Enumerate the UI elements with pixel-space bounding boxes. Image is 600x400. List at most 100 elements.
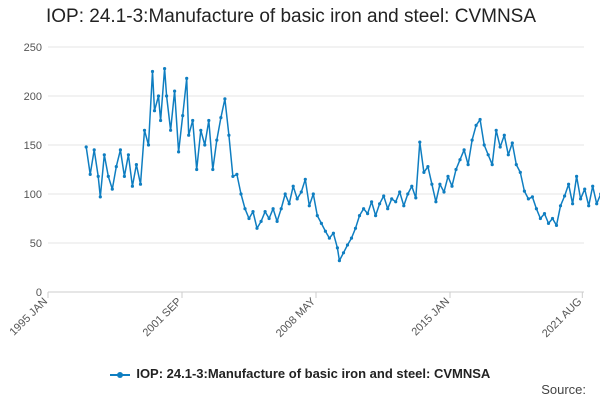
- data-point[interactable]: [251, 210, 255, 214]
- data-point[interactable]: [207, 118, 211, 123]
- data-point[interactable]: [498, 145, 502, 149]
- data-point[interactable]: [422, 170, 426, 174]
- data-point[interactable]: [235, 172, 239, 176]
- data-point[interactable]: [575, 174, 579, 178]
- data-point[interactable]: [530, 195, 535, 199]
- data-point[interactable]: [165, 94, 169, 98]
- data-point[interactable]: [370, 200, 374, 204]
- data-point[interactable]: [522, 189, 527, 193]
- data-point[interactable]: [177, 150, 181, 154]
- data-point[interactable]: [430, 182, 434, 186]
- data-point[interactable]: [542, 212, 547, 216]
- data-point[interactable]: [106, 174, 110, 178]
- legend[interactable]: IOP: 24.1-3:Manufacture of basic iron an…: [0, 366, 600, 381]
- data-point[interactable]: [331, 231, 335, 235]
- data-point[interactable]: [591, 184, 595, 188]
- data-point[interactable]: [357, 214, 362, 218]
- data-point[interactable]: [271, 207, 275, 211]
- data-point[interactable]: [118, 148, 122, 152]
- data-point[interactable]: [267, 216, 271, 221]
- data-point[interactable]: [138, 182, 143, 186]
- data-point[interactable]: [259, 219, 263, 223]
- data-point[interactable]: [366, 212, 370, 216]
- data-point[interactable]: [122, 174, 126, 178]
- data-point[interactable]: [195, 167, 199, 172]
- data-point[interactable]: [114, 165, 118, 169]
- data-point[interactable]: [410, 184, 414, 188]
- data-point[interactable]: [362, 207, 366, 211]
- data-point[interactable]: [494, 128, 498, 132]
- data-point[interactable]: [239, 192, 243, 196]
- data-point[interactable]: [203, 143, 207, 147]
- data-point[interactable]: [478, 117, 482, 122]
- data-point[interactable]: [450, 184, 454, 188]
- data-point[interactable]: [283, 192, 287, 196]
- data-point[interactable]: [185, 76, 189, 80]
- data-point[interactable]: [482, 143, 486, 147]
- data-point[interactable]: [446, 174, 450, 178]
- data-point[interactable]: [169, 128, 173, 132]
- data-point[interactable]: [394, 200, 398, 204]
- data-point[interactable]: [163, 67, 167, 71]
- data-point[interactable]: [341, 251, 346, 255]
- data-point[interactable]: [243, 207, 247, 211]
- data-point[interactable]: [414, 196, 418, 200]
- data-point[interactable]: [173, 89, 177, 93]
- data-point[interactable]: [382, 194, 386, 198]
- data-point[interactable]: [279, 207, 283, 211]
- data-point[interactable]: [231, 174, 235, 178]
- data-point[interactable]: [438, 182, 442, 186]
- data-point[interactable]: [546, 221, 551, 225]
- data-point[interactable]: [299, 190, 303, 194]
- data-point[interactable]: [319, 221, 323, 225]
- data-point[interactable]: [567, 182, 571, 186]
- data-point[interactable]: [506, 153, 510, 157]
- data-point[interactable]: [311, 192, 315, 196]
- data-point[interactable]: [470, 138, 474, 142]
- data-point[interactable]: [458, 158, 462, 162]
- data-point[interactable]: [187, 133, 191, 137]
- data-point[interactable]: [390, 197, 394, 201]
- data-point[interactable]: [159, 118, 163, 123]
- data-point[interactable]: [595, 202, 599, 206]
- data-point[interactable]: [510, 141, 514, 145]
- data-point[interactable]: [486, 153, 490, 157]
- data-point[interactable]: [558, 204, 563, 208]
- data-point[interactable]: [110, 187, 114, 191]
- data-point[interactable]: [587, 204, 591, 208]
- data-point[interactable]: [303, 177, 307, 181]
- data-point[interactable]: [146, 143, 151, 147]
- data-point[interactable]: [490, 163, 494, 167]
- data-point[interactable]: [156, 94, 161, 98]
- data-point[interactable]: [255, 226, 259, 230]
- data-point[interactable]: [426, 165, 430, 169]
- data-point[interactable]: [518, 170, 522, 174]
- data-point[interactable]: [402, 204, 406, 208]
- data-point[interactable]: [307, 204, 311, 208]
- data-point[interactable]: [563, 194, 567, 198]
- data-point[interactable]: [134, 163, 138, 167]
- data-point[interactable]: [398, 190, 402, 194]
- data-point[interactable]: [418, 140, 422, 144]
- data-point[interactable]: [323, 229, 327, 233]
- data-point[interactable]: [434, 200, 438, 204]
- data-point[interactable]: [247, 216, 251, 221]
- data-point[interactable]: [406, 192, 410, 196]
- data-point[interactable]: [466, 163, 470, 167]
- data-point[interactable]: [583, 187, 587, 191]
- data-point[interactable]: [337, 259, 341, 263]
- data-point[interactable]: [211, 167, 215, 172]
- data-point[interactable]: [130, 184, 134, 188]
- source-label[interactable]: Source:: [541, 382, 586, 397]
- data-point[interactable]: [502, 133, 506, 137]
- data-point[interactable]: [514, 163, 518, 167]
- data-point[interactable]: [287, 202, 291, 206]
- data-point[interactable]: [295, 197, 299, 201]
- data-point[interactable]: [291, 184, 295, 188]
- data-point[interactable]: [126, 153, 130, 157]
- data-point[interactable]: [454, 167, 458, 172]
- data-point[interactable]: [219, 116, 223, 120]
- data-point[interactable]: [386, 207, 390, 211]
- data-point[interactable]: [442, 190, 446, 194]
- data-point[interactable]: [353, 226, 358, 230]
